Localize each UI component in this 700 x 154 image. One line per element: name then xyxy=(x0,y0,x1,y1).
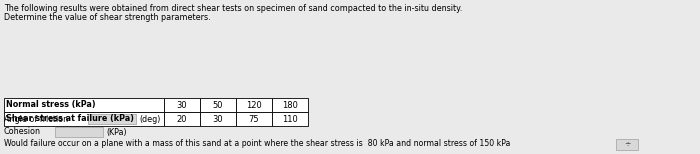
Text: (KPa): (KPa) xyxy=(106,128,127,136)
Text: Determine the value of shear strength parameters.: Determine the value of shear strength pa… xyxy=(4,13,211,22)
Text: 50: 50 xyxy=(213,101,223,109)
Bar xyxy=(164,98,200,112)
Bar xyxy=(4,112,164,126)
Bar xyxy=(55,127,103,137)
Text: Normal stress (kPa): Normal stress (kPa) xyxy=(6,101,96,109)
Bar xyxy=(164,112,200,126)
Text: Angle of friction: Angle of friction xyxy=(4,115,68,124)
Text: 120: 120 xyxy=(246,101,262,109)
Text: 30: 30 xyxy=(176,101,188,109)
Text: 20: 20 xyxy=(176,115,188,124)
Bar xyxy=(88,114,136,124)
Bar xyxy=(236,112,272,126)
Bar xyxy=(272,98,308,112)
Text: (deg): (deg) xyxy=(139,115,160,124)
Text: 30: 30 xyxy=(213,115,223,124)
Text: 180: 180 xyxy=(282,101,298,109)
Text: Shear stress at failure (kPa): Shear stress at failure (kPa) xyxy=(6,115,134,124)
Bar xyxy=(616,138,638,150)
Text: ÷: ÷ xyxy=(624,140,630,148)
Bar xyxy=(200,98,236,112)
Text: Would failure occur on a plane with a mass of this sand at a point where the she: Would failure occur on a plane with a ma… xyxy=(4,140,510,148)
Text: Cohesion: Cohesion xyxy=(4,128,41,136)
Bar xyxy=(236,98,272,112)
Text: 110: 110 xyxy=(282,115,298,124)
Text: The following results were obtained from direct shear tests on specimen of sand : The following results were obtained from… xyxy=(4,4,462,13)
Bar xyxy=(200,112,236,126)
Bar xyxy=(4,98,164,112)
Bar xyxy=(272,112,308,126)
Text: 75: 75 xyxy=(248,115,259,124)
